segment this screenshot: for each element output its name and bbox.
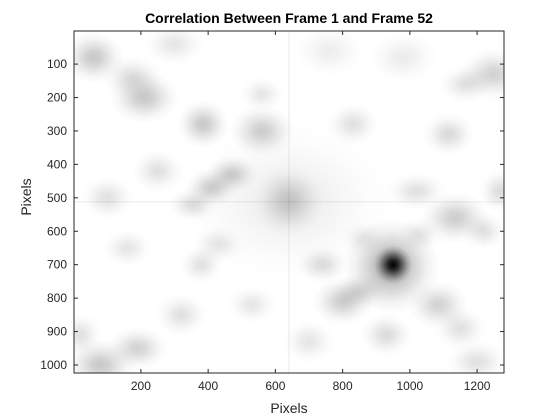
center-crosshair — [74, 31, 504, 373]
correlation-blob — [446, 339, 504, 373]
correlation-blob — [240, 76, 284, 112]
correlation-blob — [102, 228, 152, 268]
correlation-blob — [439, 65, 492, 104]
correlation-blob — [176, 99, 230, 149]
x-axis: 200 400 600 800 1000 1200 — [131, 31, 491, 393]
y-tick-label: 200 — [47, 91, 67, 105]
correlation-blob — [398, 217, 442, 252]
x-axis-label: Pixels — [270, 400, 307, 416]
y-tick-label: 500 — [47, 191, 67, 205]
correlation-blob — [131, 149, 184, 193]
correlation-blob — [296, 245, 349, 284]
y-axis: 100 200 300 400 500 600 700 800 900 1000 — [40, 57, 504, 372]
correlation-blob — [368, 31, 439, 84]
correlation-blob — [422, 112, 475, 157]
correlation-blob — [333, 272, 386, 311]
correlation-blob — [179, 245, 224, 284]
heatmap-blobs — [74, 31, 504, 373]
correlation-blob — [360, 313, 413, 357]
correlation-blob — [81, 176, 134, 220]
x-tick-label: 400 — [198, 379, 218, 393]
correlation-blob — [294, 31, 365, 77]
y-tick-label: 400 — [47, 157, 67, 171]
correlation-blob — [228, 104, 296, 158]
correlation-blob — [434, 306, 487, 350]
correlation-blob — [461, 212, 504, 251]
correlation-blob — [143, 31, 206, 66]
plot-area: 200 400 600 800 1000 1200 100 200 300 400 500 600 7… — [40, 30, 505, 393]
y-tick-label: 100 — [47, 57, 67, 71]
correlation-blob — [282, 319, 336, 364]
chart-title: Correlation Between Frame 1 and Frame 52 — [145, 10, 433, 26]
y-axis-label: Pixels — [18, 178, 34, 215]
x-tick-label: 200 — [131, 379, 151, 393]
y-tick-label: 900 — [47, 325, 67, 339]
correlation-blob — [478, 169, 504, 213]
axes-box — [73, 30, 505, 374]
correlation-blob — [227, 285, 277, 324]
x-tick-label: 600 — [265, 379, 285, 393]
x-tick-label: 1000 — [397, 379, 424, 393]
y-tick-label: 700 — [47, 258, 67, 272]
y-tick-label: 300 — [47, 124, 67, 138]
correlation-blob — [326, 102, 379, 147]
correlation-blob — [385, 172, 448, 211]
correlation-blob — [340, 220, 385, 256]
y-tick-label: 1000 — [40, 358, 67, 372]
y-tick-label: 600 — [47, 224, 67, 238]
correlation-blob — [155, 293, 208, 337]
x-tick-label: 1200 — [464, 379, 491, 393]
correlation-blob — [168, 187, 218, 222]
correlation-blob — [101, 55, 164, 100]
x-tick-label: 800 — [333, 379, 353, 393]
correlation-blob — [74, 313, 103, 357]
y-tick-label: 800 — [47, 291, 67, 305]
